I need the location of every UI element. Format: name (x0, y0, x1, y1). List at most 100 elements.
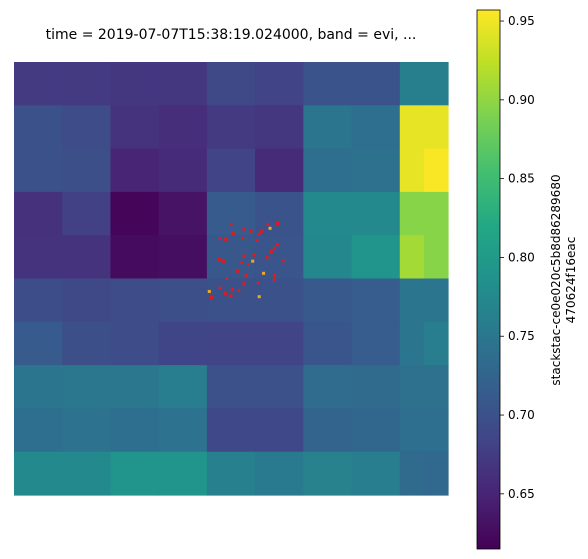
heatmap-cell (255, 105, 304, 150)
heatmap-cell (303, 408, 353, 453)
sample-point-marker (229, 294, 233, 298)
heatmap-cell (158, 148, 208, 193)
heatmap-cell (206, 278, 256, 323)
heatmap-cell (303, 191, 353, 236)
chart-title: time = 2019-07-07T15:38:19.024000, band … (46, 27, 417, 43)
heatmap-cell (14, 148, 63, 193)
heatmap-cell (62, 451, 112, 496)
heatmap-cell (206, 321, 256, 366)
sample-point-marker (265, 255, 269, 259)
heatmap-cell (255, 62, 304, 106)
sample-point-marker (240, 260, 244, 264)
heatmap-grid (14, 62, 449, 496)
heatmap-cell (158, 62, 208, 106)
heatmap-cell (158, 191, 208, 236)
heatmap-cell (351, 365, 401, 409)
heatmap-cell (399, 105, 425, 150)
sample-point-marker (246, 263, 250, 267)
heatmap-cell (303, 365, 353, 409)
heatmap-cell (423, 451, 449, 496)
heatmap-cell (255, 321, 304, 366)
sample-point-marker (268, 226, 272, 230)
heatmap-cell (399, 365, 425, 409)
heatmap-cell (351, 321, 401, 366)
sample-point-marker (257, 295, 261, 299)
heatmap-cell (62, 321, 112, 366)
colorbar-tick-label: 0.90 (508, 93, 535, 107)
heatmap-cell (62, 105, 112, 150)
heatmap-cell (399, 278, 425, 323)
heatmap-cell (158, 408, 208, 453)
heatmap-cell (423, 62, 449, 106)
heatmap-cell (255, 365, 304, 409)
heatmap-cell (351, 105, 401, 150)
colorbar-axis: 0.65 0.70 0.75 0.80 0.85 0.90 0.95 (500, 14, 535, 501)
heatmap-cell (110, 235, 160, 280)
heatmap-cell (399, 235, 425, 280)
heatmap-cell (423, 278, 449, 323)
heatmap-cell (110, 408, 160, 453)
heatmap-cell (158, 451, 208, 496)
heatmap-cell (255, 148, 304, 193)
colorbar-label-line1: stackstac-ce0e020c5b8d86289680 (549, 174, 563, 385)
heatmap-cell (14, 105, 63, 150)
sample-point-marker (244, 273, 248, 277)
heatmap-cell (206, 105, 256, 150)
heatmap-cell (351, 235, 401, 280)
colorbar-tick-label: 0.70 (508, 408, 535, 422)
sample-point-marker (275, 222, 279, 226)
heatmap-cell (351, 148, 401, 193)
colorbar-label-line2: 470624f16eac (564, 237, 578, 324)
sample-point-marker (242, 254, 246, 258)
sample-point-marker (272, 273, 276, 277)
sample-point-marker (252, 253, 256, 257)
heatmap-cell (62, 408, 112, 453)
heatmap-cell (62, 148, 112, 193)
heatmap-cell (423, 105, 449, 150)
sample-point-marker (242, 227, 246, 231)
heatmap-cell (206, 365, 256, 409)
heatmap-cell (399, 321, 425, 366)
heatmap-cell (255, 451, 304, 496)
sample-point-marker (269, 250, 273, 254)
heatmap-cell (255, 278, 304, 323)
heatmap-cell (399, 408, 425, 453)
heatmap-cell (62, 191, 112, 236)
heatmap-cell (14, 278, 63, 323)
colorbar-tick-label: 0.75 (508, 329, 535, 343)
heatmap-cell (62, 278, 112, 323)
heatmap-cell (62, 365, 112, 409)
heatmap-cell (14, 191, 63, 236)
colorbar-tick-label: 0.80 (508, 250, 535, 264)
heatmap-cell (206, 148, 256, 193)
sample-point-marker (222, 259, 226, 263)
sample-point-marker (256, 281, 260, 285)
heatmap-cell (303, 451, 353, 496)
sample-point-marker (255, 238, 259, 242)
heatmap-cell (423, 408, 449, 453)
heatmap-cell (303, 235, 353, 280)
heatmap-cell (303, 105, 353, 150)
sample-point-marker (259, 230, 263, 234)
sample-point-marker (230, 287, 234, 291)
heatmap-cell (206, 235, 256, 280)
sample-point-marker (225, 277, 229, 280)
heatmap-cell (158, 105, 208, 150)
sample-point-marker (281, 259, 285, 263)
heatmap-cell (399, 148, 425, 193)
sample-point-marker (275, 243, 279, 247)
heatmap-cell (399, 451, 425, 496)
heatmap-cell (110, 62, 160, 106)
heatmap-cell (14, 365, 63, 409)
heatmap-cell (14, 62, 63, 106)
heatmap-cell (206, 191, 256, 236)
sample-point-marker (209, 296, 213, 300)
sample-points (207, 222, 285, 300)
heatmap-cell (110, 191, 160, 236)
heatmap-cell (303, 62, 353, 106)
sample-point-marker (217, 257, 221, 261)
heatmap-cell (423, 321, 449, 366)
sample-point-marker (251, 259, 255, 263)
colorbar-tick-label: 0.65 (508, 487, 535, 501)
heatmap-cell (255, 408, 304, 453)
